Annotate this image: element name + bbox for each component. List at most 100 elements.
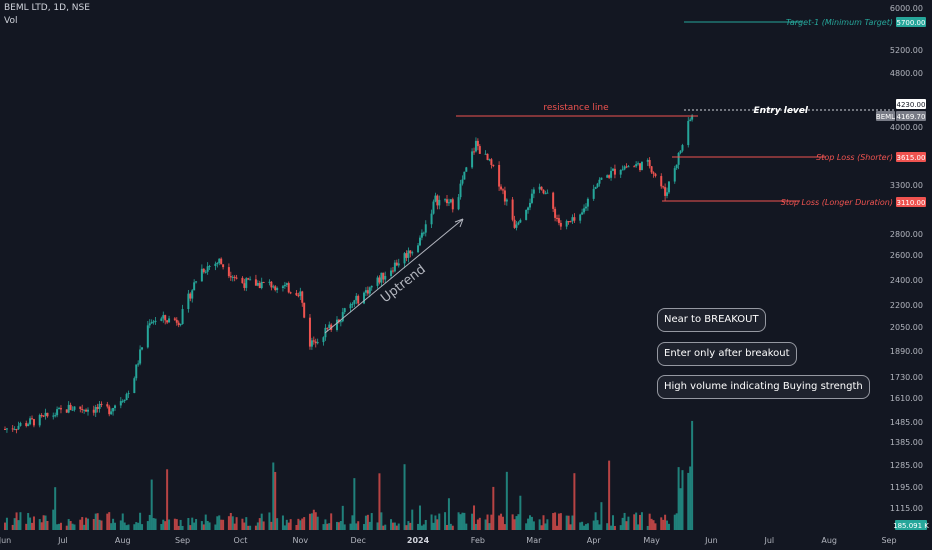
volume-bar <box>579 522 582 530</box>
y-tick-label: 2200.00 <box>890 301 923 310</box>
candle-body <box>339 321 342 323</box>
candle-body <box>241 277 244 284</box>
candle-body <box>546 192 549 194</box>
candle-body <box>486 153 489 160</box>
volume-bar <box>100 520 103 530</box>
volume-bar <box>567 515 570 530</box>
symbol-title[interactable]: BEML LTD, 1D, NSE <box>4 3 90 13</box>
volume-bar <box>490 514 493 530</box>
volume-bar <box>667 523 670 530</box>
candle-body <box>92 409 95 413</box>
note-enter-after-breakout: Enter only after breakout <box>657 342 797 366</box>
volume-bar <box>544 523 547 530</box>
resistance-label: resistance line <box>543 103 609 113</box>
candle-body <box>295 292 298 296</box>
volume-bar <box>635 512 638 530</box>
volume-bar <box>295 525 298 530</box>
volume-label[interactable]: Vol <box>4 16 18 26</box>
candle-body <box>276 288 279 291</box>
volume-bar <box>351 515 354 530</box>
volume-bar <box>214 524 217 530</box>
volume-bar <box>463 512 466 530</box>
y-tick-label: 1195.00 <box>890 483 923 492</box>
candle-body <box>449 199 452 203</box>
candle-body <box>432 201 435 214</box>
volume-bar <box>538 519 541 530</box>
candle-body <box>405 253 408 258</box>
volume-bar <box>106 513 109 530</box>
volume-bar <box>457 512 460 530</box>
price-tag-label: 3615.00 <box>897 154 926 162</box>
volume-bar <box>451 525 454 530</box>
candle-body <box>233 276 236 278</box>
candle-body <box>326 327 329 329</box>
candle-body <box>54 415 57 417</box>
volume-bar <box>519 495 522 530</box>
volume-bar <box>247 525 250 530</box>
y-tick-label: 1610.00 <box>890 394 923 403</box>
candle-body <box>476 140 479 147</box>
candle-body <box>231 276 234 278</box>
volume-bar <box>424 519 427 530</box>
candle-body <box>403 253 406 264</box>
volume-bar <box>86 518 89 530</box>
volume-bar <box>525 523 528 530</box>
volume-bar <box>270 521 273 530</box>
candle-body <box>544 193 547 195</box>
volume-bar <box>339 521 342 530</box>
candle-body <box>457 197 460 210</box>
y-tick-label: 1385.00 <box>890 438 923 447</box>
volume-bar <box>384 524 387 530</box>
candle-body <box>503 190 506 202</box>
candle-body <box>418 237 421 246</box>
volume-bar <box>407 521 410 530</box>
candle-body <box>175 319 178 323</box>
volume-bar <box>646 525 649 530</box>
candle-body <box>44 412 47 416</box>
volume-bar <box>527 518 530 530</box>
price-tag-symbol <box>876 111 895 121</box>
volume-bar <box>96 513 99 530</box>
candle-body <box>262 281 265 283</box>
x-tick-label: Aug <box>821 536 837 545</box>
candle-body <box>635 164 638 167</box>
volume-bar <box>245 517 248 530</box>
candle-body <box>193 282 196 291</box>
candle-body <box>540 186 543 190</box>
volume-bar <box>200 521 203 530</box>
candle-body <box>465 167 468 172</box>
candle-body <box>608 175 611 178</box>
candle-body <box>29 418 32 425</box>
volume-bar <box>476 519 479 530</box>
candle-body <box>357 295 360 304</box>
price-tag-entry <box>896 99 926 109</box>
volume-bar <box>287 522 290 530</box>
entry-label: Entry level <box>753 106 808 116</box>
candle-body <box>691 115 694 120</box>
volume-bar <box>652 520 655 530</box>
candle-body <box>287 283 290 293</box>
candle-body <box>25 423 28 426</box>
candle-body <box>565 221 568 227</box>
x-tick-label: Mar <box>526 536 542 545</box>
candle-body <box>542 189 545 194</box>
volume-bar <box>517 514 520 530</box>
candle-body <box>583 208 586 213</box>
volume-bar <box>241 518 244 530</box>
candle-body <box>515 224 518 228</box>
volume-bar <box>530 516 533 530</box>
volume-bar <box>687 472 690 530</box>
volume-bar <box>420 525 423 530</box>
candle-body <box>11 428 14 430</box>
x-tick-label: Dec <box>350 536 365 545</box>
candle-body <box>417 245 420 253</box>
y-tick-label: 2600.00 <box>890 251 923 260</box>
candle-body <box>141 347 144 350</box>
candle-body <box>56 409 59 416</box>
candle-body <box>208 266 211 268</box>
volume-bar <box>195 519 198 530</box>
volume-bar <box>573 473 576 530</box>
volume-bar <box>611 515 614 530</box>
candle-body <box>98 403 101 409</box>
